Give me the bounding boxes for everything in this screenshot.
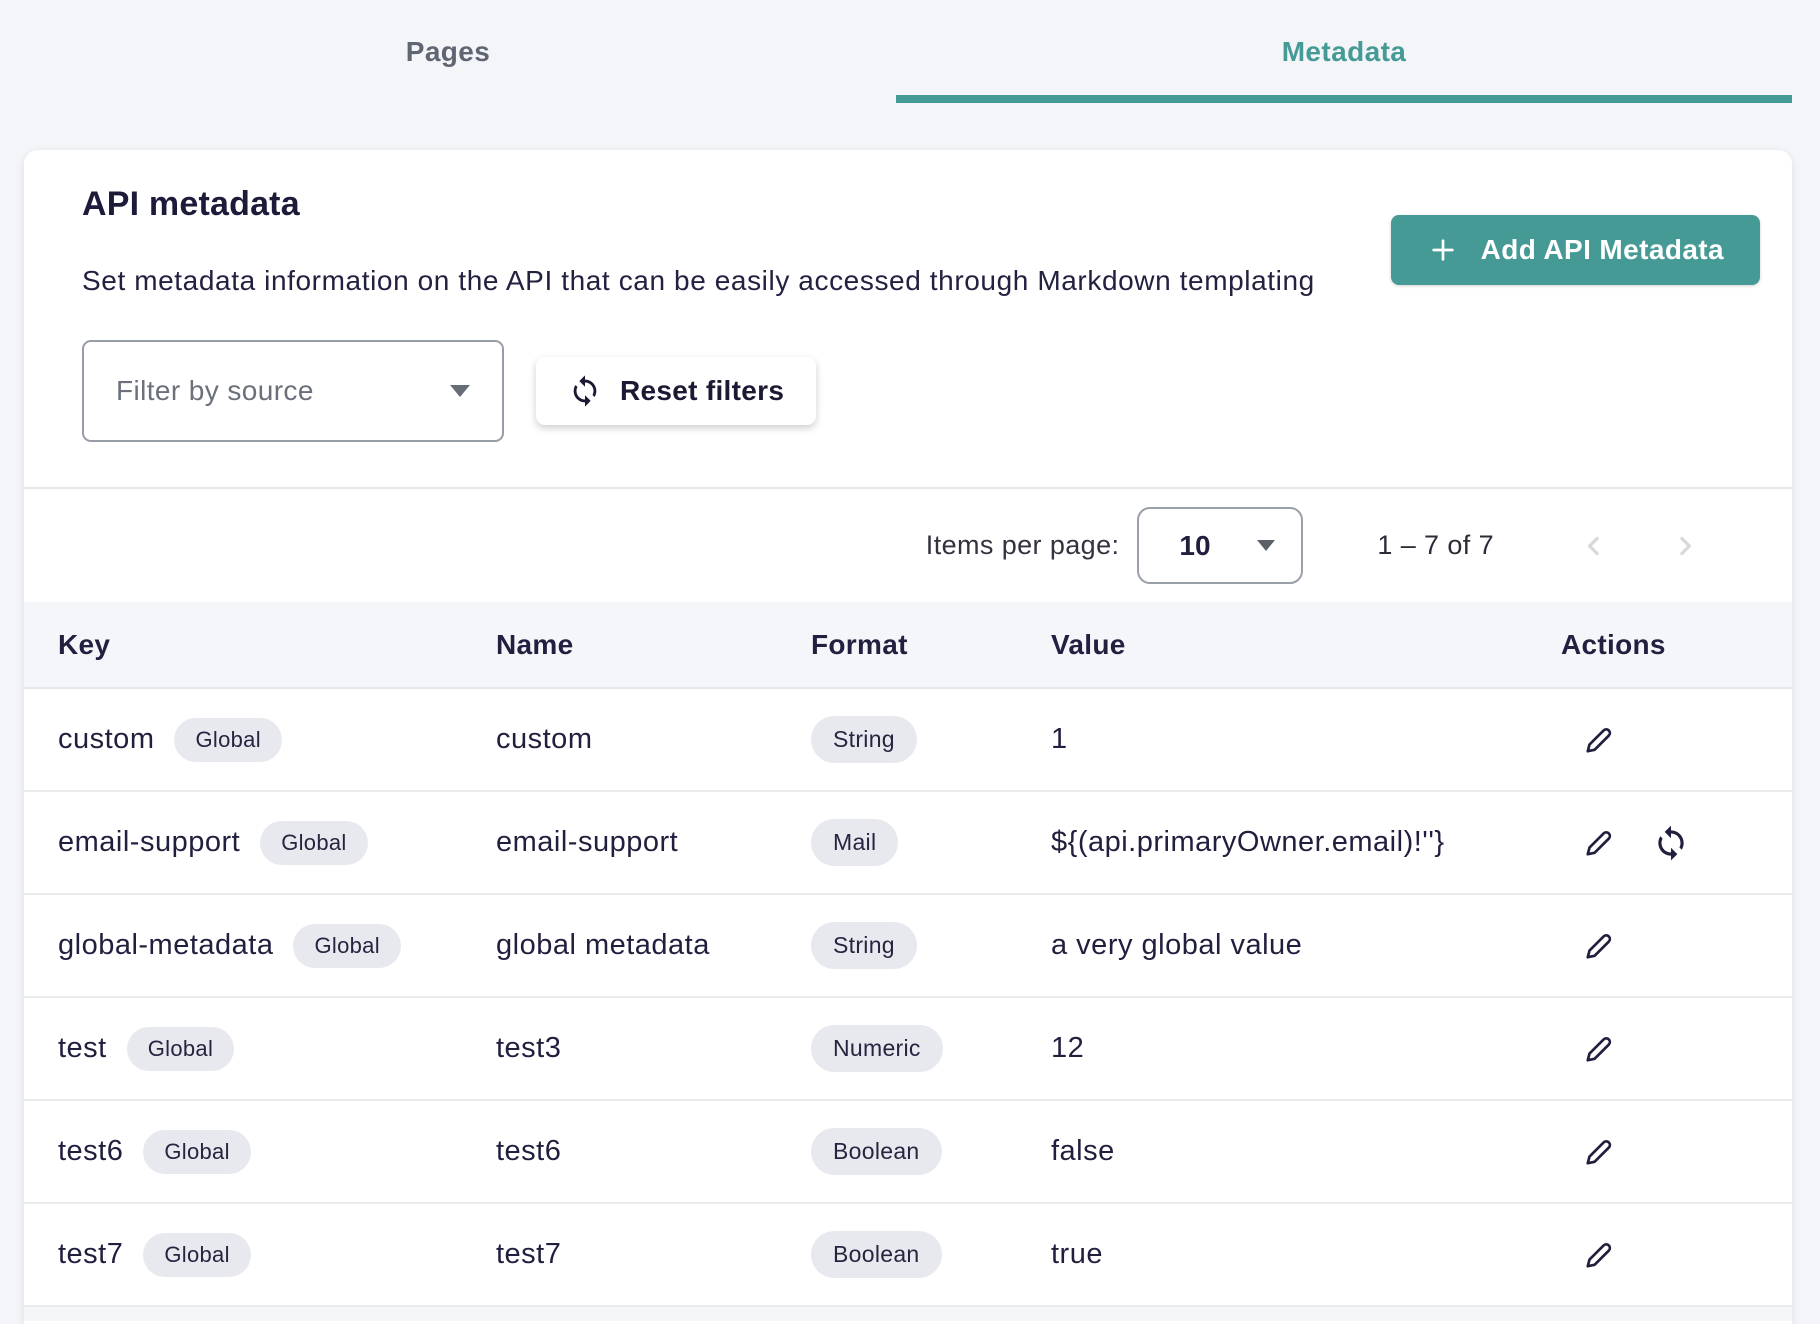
format-badge: Boolean	[811, 1128, 942, 1175]
chevron-left-icon	[1579, 531, 1609, 561]
column-header-name: Name	[496, 629, 811, 661]
items-per-page-select[interactable]: 10	[1137, 507, 1303, 584]
column-header-value: Value	[1051, 629, 1561, 661]
refresh-icon	[568, 374, 602, 408]
metadata-value: false	[1051, 1135, 1561, 1168]
table-row: global-metadata Global global metadata S…	[24, 895, 1792, 998]
metadata-key: email-support	[58, 826, 240, 859]
metadata-name: test6	[496, 1135, 811, 1168]
table-footer-strip	[24, 1307, 1792, 1321]
metadata-name: test7	[496, 1238, 811, 1271]
edit-metadata-button[interactable]	[1575, 819, 1623, 867]
pagination-range: 1 – 7 of 7	[1377, 530, 1494, 561]
global-badge: Global	[293, 924, 400, 968]
metadata-name: custom	[496, 723, 811, 756]
metadata-name: global metadata	[496, 929, 811, 962]
table-row: test Global test3 Numeric 12	[24, 998, 1792, 1101]
tab-pages-label: Pages	[406, 36, 491, 68]
global-badge: Global	[143, 1130, 250, 1174]
metadata-value: 12	[1051, 1032, 1561, 1065]
add-api-metadata-label: Add API Metadata	[1481, 234, 1724, 266]
column-header-format: Format	[811, 629, 1051, 661]
edit-metadata-button[interactable]	[1575, 1128, 1623, 1176]
format-badge: String	[811, 716, 917, 763]
pencil-icon	[1580, 1133, 1618, 1171]
edit-metadata-button[interactable]	[1575, 1025, 1623, 1073]
chevron-down-icon	[1257, 540, 1275, 551]
format-badge: Numeric	[811, 1025, 943, 1072]
table-row: test6 Global test6 Boolean false	[24, 1101, 1792, 1204]
metadata-value: ${(api.primaryOwner.email)!''}	[1051, 826, 1561, 859]
metadata-value: a very global value	[1051, 929, 1561, 962]
pencil-icon	[1580, 1030, 1618, 1068]
metadata-key: global-metadata	[58, 929, 273, 962]
chevron-down-icon	[450, 385, 470, 397]
metadata-key: test6	[58, 1135, 123, 1168]
metadata-name: email-support	[496, 826, 811, 859]
table-header: Key Name Format Value Actions	[24, 602, 1792, 689]
pencil-icon	[1580, 824, 1618, 862]
format-badge: Mail	[811, 819, 898, 866]
add-api-metadata-button[interactable]: Add API Metadata	[1391, 215, 1760, 285]
api-metadata-panel: API metadata Set metadata information on…	[24, 150, 1792, 1324]
tab-bar: Pages Metadata	[0, 0, 1792, 103]
reset-filters-button[interactable]: Reset filters	[536, 357, 816, 425]
plus-icon	[1427, 234, 1459, 266]
global-badge: Global	[174, 718, 281, 762]
chevron-right-icon	[1670, 531, 1700, 561]
edit-metadata-button[interactable]	[1575, 1231, 1623, 1279]
table-row: test7 Global test7 Boolean true	[24, 1204, 1792, 1307]
reset-filters-label: Reset filters	[620, 375, 784, 407]
pagination-bar: Items per page: 10 1 – 7 of 7	[24, 489, 1792, 602]
edit-metadata-button[interactable]	[1575, 716, 1623, 764]
panel-header: API metadata Set metadata information on…	[24, 150, 1792, 295]
table-body: custom Global custom String 1 email-supp…	[24, 689, 1792, 1307]
tab-metadata[interactable]: Metadata	[896, 0, 1792, 103]
global-badge: Global	[127, 1027, 234, 1071]
previous-page-button[interactable]	[1572, 524, 1616, 568]
pencil-icon	[1580, 927, 1618, 965]
metadata-key: test	[58, 1032, 107, 1065]
metadata-value: true	[1051, 1238, 1561, 1271]
items-per-page-value: 10	[1179, 530, 1210, 562]
tab-metadata-label: Metadata	[1282, 36, 1407, 68]
column-header-actions: Actions	[1561, 629, 1792, 661]
filter-row: Filter by source Reset filters	[82, 340, 1792, 442]
metadata-name: test3	[496, 1032, 811, 1065]
items-per-page-label: Items per page:	[926, 530, 1120, 561]
next-page-button[interactable]	[1663, 524, 1707, 568]
global-badge: Global	[260, 821, 367, 865]
pencil-icon	[1580, 721, 1618, 759]
column-header-key: Key	[24, 629, 496, 661]
pencil-icon	[1580, 1236, 1618, 1274]
filter-by-source-placeholder: Filter by source	[116, 375, 314, 407]
metadata-value: 1	[1051, 723, 1561, 756]
sync-icon	[1652, 824, 1690, 862]
edit-metadata-button[interactable]	[1575, 922, 1623, 970]
format-badge: String	[811, 922, 917, 969]
format-badge: Boolean	[811, 1231, 942, 1278]
metadata-key: test7	[58, 1238, 123, 1271]
table-row: email-support Global email-support Mail …	[24, 792, 1792, 895]
sync-metadata-button[interactable]	[1647, 819, 1695, 867]
tab-pages[interactable]: Pages	[0, 0, 896, 103]
global-badge: Global	[143, 1233, 250, 1277]
filter-by-source-select[interactable]: Filter by source	[82, 340, 504, 442]
metadata-key: custom	[58, 723, 154, 756]
table-row: custom Global custom String 1	[24, 689, 1792, 792]
